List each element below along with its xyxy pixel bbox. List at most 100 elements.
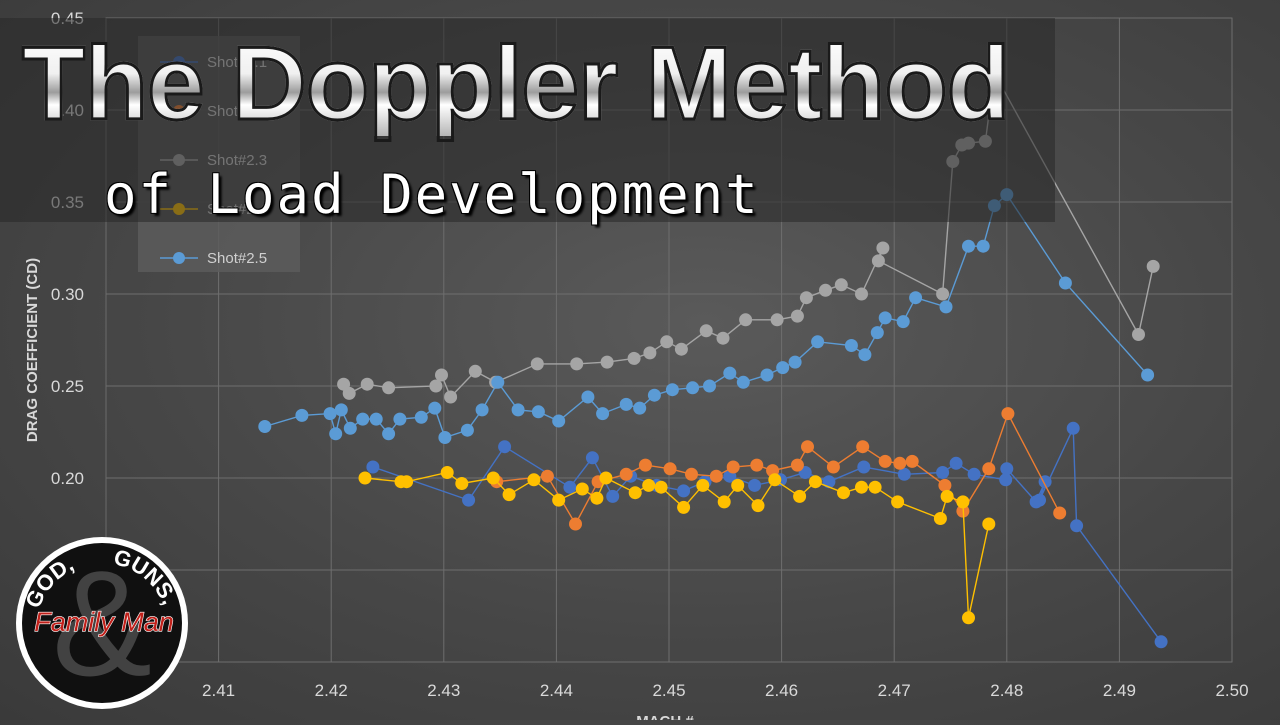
- data-point: [939, 300, 953, 314]
- data-point: [502, 488, 516, 502]
- data-point: [585, 451, 599, 465]
- data-point: [703, 379, 716, 393]
- data-point: [366, 460, 380, 474]
- data-point: [871, 254, 885, 268]
- channel-logo: & GOD, GUNS, Family Man: [16, 537, 188, 709]
- data-point: [999, 473, 1013, 487]
- data-point: [660, 335, 674, 349]
- data-point: [826, 460, 840, 474]
- data-point: [590, 491, 604, 505]
- data-point: [486, 471, 500, 485]
- data-point: [938, 478, 952, 492]
- y-tick-label: 0.25: [51, 377, 84, 396]
- data-point: [699, 324, 713, 338]
- data-point: [1001, 407, 1015, 421]
- data-point: [674, 342, 688, 356]
- data-point: [936, 466, 950, 479]
- data-point: [581, 390, 595, 404]
- series-line: [364, 471, 990, 618]
- data-point: [790, 309, 804, 323]
- data-point: [633, 401, 647, 415]
- data-point: [531, 405, 545, 419]
- data-point: [858, 348, 872, 362]
- x-tick-label: 2.45: [652, 681, 685, 700]
- data-point: [647, 388, 661, 402]
- series-shot-2-1: [366, 421, 1168, 649]
- data-point: [628, 486, 642, 500]
- data-point: [1070, 519, 1084, 533]
- data-point: [856, 440, 870, 454]
- data-point: [811, 335, 825, 349]
- data-point: [369, 412, 383, 426]
- data-point: [329, 427, 343, 441]
- title-banner: The Doppler Method of Load Development: [0, 18, 1055, 222]
- data-point: [962, 239, 975, 253]
- data-point: [967, 467, 981, 481]
- data-point: [498, 440, 512, 454]
- data-point: [460, 423, 474, 437]
- data-point: [606, 489, 620, 503]
- data-point: [599, 471, 613, 485]
- data-point: [323, 407, 337, 421]
- data-point: [393, 412, 407, 426]
- data-point: [468, 364, 482, 378]
- data-point: [1132, 328, 1145, 341]
- data-point: [663, 462, 677, 476]
- data-point: [808, 475, 822, 489]
- logo-ampersand: &: [52, 539, 152, 707]
- data-point: [575, 482, 589, 496]
- data-point: [258, 420, 272, 433]
- data-point: [444, 390, 458, 404]
- data-point: [834, 278, 848, 292]
- data-point: [709, 469, 723, 483]
- data-point: [905, 454, 919, 468]
- data-point: [570, 357, 584, 371]
- data-point: [619, 467, 633, 481]
- data-point: [936, 287, 950, 301]
- x-tick-label: 2.42: [315, 681, 348, 700]
- page-title: The Doppler Method: [20, 26, 1011, 142]
- data-point: [400, 475, 414, 489]
- data-point: [414, 410, 428, 424]
- legend-marker: [173, 252, 185, 264]
- data-point: [475, 403, 489, 417]
- data-point: [870, 326, 884, 340]
- data-point: [569, 517, 582, 531]
- data-point: [642, 478, 656, 492]
- data-point: [844, 339, 858, 352]
- x-tick-label: 2.47: [878, 681, 911, 700]
- data-point: [716, 331, 730, 345]
- x-axis-title: MACH #: [636, 713, 694, 720]
- data-point: [438, 431, 452, 444]
- data-point: [801, 440, 814, 454]
- x-tick-label: 2.48: [990, 681, 1023, 700]
- data-point: [933, 512, 947, 525]
- data-point: [530, 357, 544, 371]
- data-point: [857, 460, 871, 474]
- data-point: [717, 495, 731, 509]
- data-point: [751, 499, 765, 513]
- x-tick-label: 2.41: [202, 681, 235, 700]
- data-point: [462, 493, 476, 507]
- data-point: [677, 500, 691, 514]
- legend-label: Shot#2.5: [207, 250, 267, 267]
- data-point: [976, 239, 990, 253]
- data-point: [819, 283, 832, 297]
- data-point: [428, 401, 442, 415]
- data-point: [940, 489, 954, 503]
- data-point: [790, 458, 804, 472]
- x-tick-label: 2.44: [540, 681, 573, 700]
- data-point: [552, 493, 566, 507]
- x-tick-label: 2.43: [427, 681, 460, 700]
- x-tick-label: 2.49: [1103, 681, 1136, 700]
- x-tick-label: 2.50: [1215, 681, 1248, 700]
- data-point: [837, 486, 850, 500]
- logo-text-family-man: Family Man: [34, 607, 174, 637]
- data-point: [982, 462, 996, 476]
- y-tick-label: 0.30: [51, 285, 84, 304]
- data-point: [1053, 506, 1067, 520]
- data-point: [750, 458, 764, 472]
- y-axis-title: DRAG COEFFICIENT (CD): [24, 258, 41, 442]
- data-point: [855, 287, 868, 301]
- data-point: [770, 313, 784, 327]
